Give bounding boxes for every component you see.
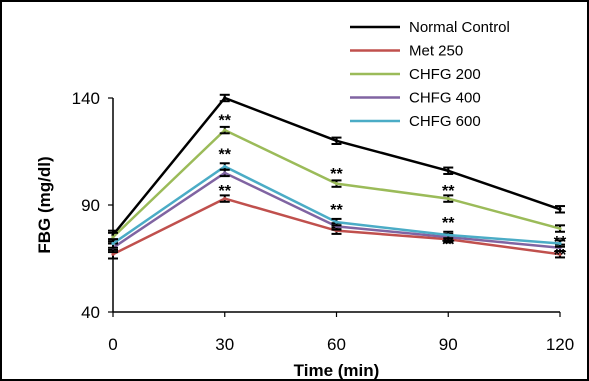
data-point: [558, 241, 562, 246]
data-point: [446, 196, 450, 201]
significance-marker: **: [554, 234, 567, 251]
data-point: [223, 96, 227, 100]
data-point: [111, 235, 115, 239]
y-tick-label: 140: [72, 89, 100, 108]
significance-marker: **: [330, 202, 343, 219]
legend-label: CHFG 200: [409, 66, 481, 83]
data-point: [334, 139, 339, 143]
x-tick-label: 30: [215, 335, 234, 354]
series-layer: [108, 93, 565, 260]
annotation-layer: **************** ****: [219, 112, 567, 264]
significance-marker: **: [442, 215, 455, 232]
data-point: [111, 252, 115, 256]
x-tick-label: 90: [439, 335, 458, 354]
x-tick-label: 60: [327, 335, 346, 354]
data-point: [334, 182, 339, 186]
legend-label: CHFG 400: [409, 90, 481, 107]
data-point: [558, 252, 562, 256]
legend-label: CHFG 600: [409, 113, 481, 130]
significance-marker: **: [442, 183, 455, 200]
data-point: [223, 171, 227, 175]
significance-marker: **: [330, 166, 343, 183]
significance-marker: **: [219, 112, 232, 129]
y-axis-title: FBG (mg/dl): [35, 156, 54, 253]
data-point: [558, 226, 562, 231]
x-axis-title: Time (min): [294, 361, 380, 380]
significance-marker: **: [219, 183, 232, 200]
x-tick-label: 0: [108, 335, 117, 354]
data-point: [223, 128, 227, 132]
axes: 40 90 140 0 30 60 90 120: [72, 89, 575, 354]
legend-label: Normal Control: [409, 19, 510, 36]
y-tick-label: 40: [81, 303, 100, 322]
significance-marker: **: [442, 236, 455, 253]
data-point: [558, 207, 562, 211]
data-point: [334, 220, 339, 224]
legend-label: Met 250: [409, 43, 463, 60]
data-point: [446, 169, 450, 173]
significance-marker: **: [554, 247, 567, 264]
data-point: [111, 241, 115, 246]
y-tick-label: 90: [81, 196, 100, 215]
x-tick-label: 120: [546, 335, 574, 354]
data-point: [223, 196, 227, 201]
legend: Normal Control Met 250 CHFG 200 CHFG 400 CHF…: [350, 19, 510, 130]
significance-marker: **: [219, 147, 232, 164]
data-point: [223, 164, 227, 169]
data-point: [446, 233, 450, 237]
series-chfg-600: [108, 162, 565, 249]
